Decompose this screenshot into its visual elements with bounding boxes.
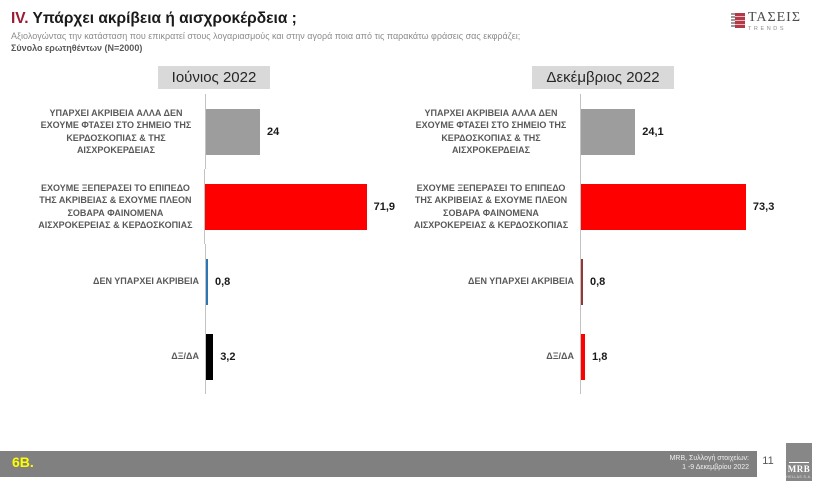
bar-value: 1,8 <box>592 350 608 363</box>
bar-value: 3,2 <box>220 350 236 363</box>
plot-area: 0,8 <box>205 244 395 319</box>
category-label: ΔΞ/ΔΑ <box>546 351 574 362</box>
chart-row: ΔΞ/ΔΑ 1,8 <box>408 319 798 394</box>
source-line-1: MRB, Συλλογή στοιχείων: <box>669 455 749 462</box>
bar-value: 0,8 <box>215 275 231 288</box>
plot-area: 73,3 <box>580 169 798 244</box>
taseis-logo-icon <box>730 13 745 28</box>
bar-red <box>204 183 367 230</box>
page-title-text: Υπάρχει ακρίβεια ή αισχροκέρδεια ; <box>32 10 297 27</box>
plot-area: 24 <box>205 94 395 169</box>
mrb-logo-divider <box>789 462 809 463</box>
category-label: ΕΧΟΥΜΕ ΞΕΠΕΡΑΣΕΙ ΤΟ ΕΠΙΠΕΔΟ ΤΗΣ ΑΚΡΙΒΕΙΑ… <box>38 183 193 230</box>
bar-value: 24 <box>267 125 280 138</box>
chart-december-2022: Δεκέμβριος 2022 ΥΠΑΡΧΕΙ ΑΚΡΙΒΕΙΑ ΑΛΛΑ ΔΕ… <box>408 66 798 394</box>
page-number: 11 <box>762 455 774 467</box>
taseis-logo: ΤΑΣΕΙΣ TRENDS <box>730 11 801 33</box>
bar-value: 24,1 <box>642 125 664 138</box>
category-label: ΥΠΑΡΧΕΙ ΑΚΡΙΒΕΙΑ ΑΛΛΑ ΔΕΝ ΕΧΟΥΜΕ ΦΤΑΣΕΙ … <box>40 108 192 155</box>
taseis-brand-name: ΤΑΣΕΙΣ <box>747 10 801 25</box>
bar-red <box>581 183 746 230</box>
category-label: ΥΠΑΡΧΕΙ ΑΚΡΙΒΕΙΑ ΑΛΛΑ ΔΕΝ ΕΧΟΥΜΕ ΦΤΑΣΕΙ … <box>415 108 567 155</box>
category-label: ΔΞ/ΔΑ <box>171 351 199 362</box>
plot-area: 0,8 <box>580 244 798 319</box>
chart-title-june: Ιούνιος 2022 <box>157 66 271 89</box>
mrb-logo-name: MRB <box>787 464 811 474</box>
chart-row: ΕΧΟΥΜΕ ΞΕΠΕΡΑΣΕΙ ΤΟ ΕΠΙΠΕΔΟ ΤΗΣ ΑΚΡΙΒΕΙΑ… <box>408 169 798 244</box>
chart-june-2022: Ιούνιος 2022 ΥΠΑΡΧΕΙ ΑΚΡΙΒΕΙΑ ΑΛΛΑ ΔΕΝ Ε… <box>33 66 395 394</box>
plot-area: 3,2 <box>205 319 395 394</box>
bar-darkred <box>581 258 583 305</box>
bar-blue <box>206 258 208 305</box>
chart-row: ΥΠΑΡΧΕΙ ΑΚΡΙΒΕΙΑ ΑΛΛΑ ΔΕΝ ΕΧΟΥΜΕ ΦΤΑΣΕΙ … <box>408 94 798 169</box>
chart-row: ΔΞ/ΔΑ 3,2 <box>33 319 395 394</box>
category-label: ΔΕΝ ΥΠΑΡΧΕΙ ΑΚΡΙΒΕΙΑ <box>468 276 574 287</box>
chart-row: ΔΕΝ ΥΠΑΡΧΕΙ ΑΚΡΙΒΕΙΑ 0,8 <box>408 244 798 319</box>
plot-area: 1,8 <box>580 319 798 394</box>
bar-gray <box>206 108 260 155</box>
plot-area: 71,9 <box>203 169 395 244</box>
chart-june-rows: ΥΠΑΡΧΕΙ ΑΚΡΙΒΕΙΑ ΑΛΛΑ ΔΕΝ ΕΧΟΥΜΕ ΦΤΑΣΕΙ … <box>33 94 395 394</box>
category-label: ΔΕΝ ΥΠΑΡΧΕΙ ΑΚΡΙΒΕΙΑ <box>93 276 199 287</box>
source-note: MRB, Συλλογή στοιχείων: 1 -9 Δεκεμβρίου … <box>670 454 749 473</box>
bar-gray <box>581 108 636 155</box>
bar-black <box>206 333 214 380</box>
source-line-2: 1 -9 Δεκεμβρίου 2022 <box>682 464 749 472</box>
mrb-logo: MRB HELLAS S.A. <box>786 443 812 481</box>
chart-row: ΥΠΑΡΧΕΙ ΑΚΡΙΒΕΙΑ ΑΛΛΑ ΔΕΝ ΕΧΟΥΜΕ ΦΤΑΣΕΙ … <box>33 94 395 169</box>
bar-value: 73,3 <box>752 200 775 213</box>
taseis-icon-red-bar <box>734 13 745 28</box>
taseis-icon-gray-bar <box>730 13 735 28</box>
chart-row: ΔΕΝ ΥΠΑΡΧΕΙ ΑΚΡΙΒΕΙΑ 0,8 <box>33 244 395 319</box>
footer-bar: 6Β. MRB, Συλλογή στοιχείων: 1 -9 Δεκεμβρ… <box>0 451 757 477</box>
chart-december-rows: ΥΠΑΡΧΕΙ ΑΚΡΙΒΕΙΑ ΑΛΛΑ ΔΕΝ ΕΧΟΥΜΕ ΦΤΑΣΕΙ … <box>408 94 798 394</box>
slide-code: 6Β. <box>12 454 34 470</box>
mrb-logo-subtext: HELLAS S.A. <box>786 475 812 479</box>
category-label: ΕΧΟΥΜΕ ΞΕΠΕΡΑΣΕΙ ΤΟ ΕΠΙΠΕΔΟ ΤΗΣ ΑΚΡΙΒΕΙΑ… <box>413 183 569 230</box>
plot-area: 24,1 <box>580 94 798 169</box>
section-number: IV. <box>11 10 29 27</box>
subtitle: Αξιολογώντας την κατάσταση που επικρατεί… <box>11 31 521 41</box>
bar-value: 0,8 <box>590 275 606 288</box>
page-title: IV. Υπάρχει ακρίβεια ή αισχροκέρδεια ; <box>11 10 297 28</box>
bar-value: 71,9 <box>373 200 395 213</box>
taseis-brand-tagline: TRENDS <box>747 26 787 32</box>
chart-title-december: Δεκέμβριος 2022 <box>532 66 674 89</box>
bar-red-small <box>581 333 586 380</box>
sample-size: Σύνολο ερωτηθέντων (N=2000) <box>11 43 143 53</box>
chart-row: ΕΧΟΥΜΕ ΞΕΠΕΡΑΣΕΙ ΤΟ ΕΠΙΠΕΔΟ ΤΗΣ ΑΚΡΙΒΕΙΑ… <box>33 169 395 244</box>
taseis-logo-text: ΤΑΣΕΙΣ TRENDS <box>748 11 801 33</box>
